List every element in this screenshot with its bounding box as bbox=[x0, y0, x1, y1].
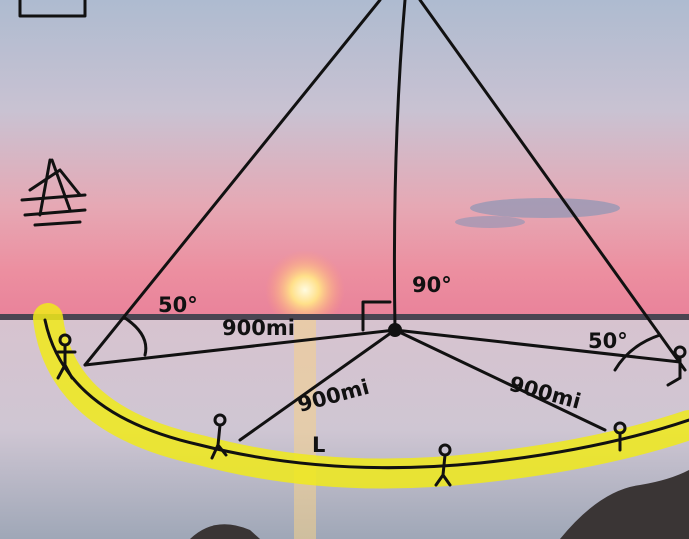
mark-label: L bbox=[312, 433, 325, 457]
horizon bbox=[0, 314, 689, 320]
sun-reflection bbox=[294, 320, 316, 539]
angle-label: 50° bbox=[588, 329, 628, 353]
sky bbox=[0, 0, 689, 318]
distance-label: 900mi bbox=[222, 316, 295, 340]
angle-label: 50° bbox=[158, 293, 198, 317]
angle-label: 90° bbox=[412, 273, 452, 297]
page: {"annotations": { "left_angle": "50°", "… bbox=[0, 0, 689, 539]
cloud bbox=[455, 216, 525, 228]
scene: 50° 900mi 90° 50° 900mi 900mi L bbox=[0, 0, 689, 539]
cloud bbox=[470, 198, 620, 218]
center-point bbox=[388, 323, 402, 337]
